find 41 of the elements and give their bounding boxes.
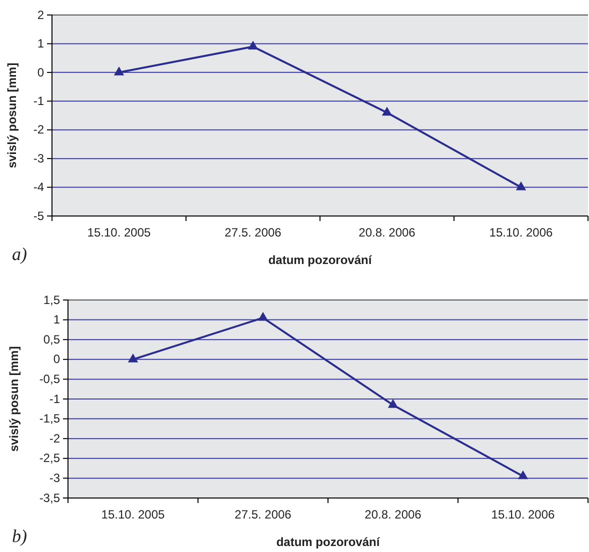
y-tick-label: -2,5 [39, 451, 60, 466]
y-tick-label: -3,5 [39, 490, 60, 505]
y-axis-title: svislý posun [mm] [5, 62, 19, 168]
point [516, 181, 526, 190]
point [518, 470, 528, 480]
x-axis-title: datum pozorování [268, 253, 372, 267]
y-axis-title: svislý posun [mm] [7, 346, 21, 452]
y-tick-label: 0 [53, 352, 60, 366]
x-tick-label: 20.8. 2006 [364, 508, 422, 522]
x-tick-label: 15.10. 2005 [101, 508, 166, 522]
point [388, 399, 398, 408]
y-tick-label: -2 [33, 122, 44, 137]
text: a) [12, 244, 27, 264]
y-tick-label: 1 [37, 36, 44, 51]
x-tick-label: 15.10. 2006 [489, 226, 554, 240]
y-tick-label: -2 [49, 431, 60, 446]
x-tick-label: 15.10. 2005 [87, 226, 152, 240]
y-tick-label: 1 [53, 312, 60, 327]
y-tick-label: -1 [33, 94, 44, 108]
y-tick-label: 1,5 [43, 292, 60, 307]
y-tick-label: -0,5 [39, 372, 60, 386]
x-tick-label: 27.5. 2006 [234, 508, 292, 522]
y-tick-label: 0 [37, 65, 44, 80]
x-tick-label: 20.8. 2006 [358, 226, 416, 240]
point [248, 40, 258, 50]
y-tick-label: -5 [33, 208, 44, 223]
y-tick-label: -4 [33, 180, 44, 194]
y-tick-label: 2 [37, 8, 44, 22]
y-tick-label: -1,5 [39, 412, 60, 426]
text: b) [12, 526, 27, 546]
y-tick-label: 0,5 [43, 332, 60, 346]
y-tick-label: -3 [49, 471, 60, 486]
point [382, 106, 392, 116]
point [258, 312, 268, 321]
point [114, 66, 124, 76]
y-tick-label: -1 [49, 392, 60, 406]
x-tick-label: 15.10. 2006 [491, 508, 556, 522]
point [128, 354, 138, 362]
x-tick-label: 27.5. 2006 [224, 226, 282, 240]
x-axis-title: datum pozorování [276, 535, 380, 549]
y-tick-label: -3 [33, 151, 44, 166]
